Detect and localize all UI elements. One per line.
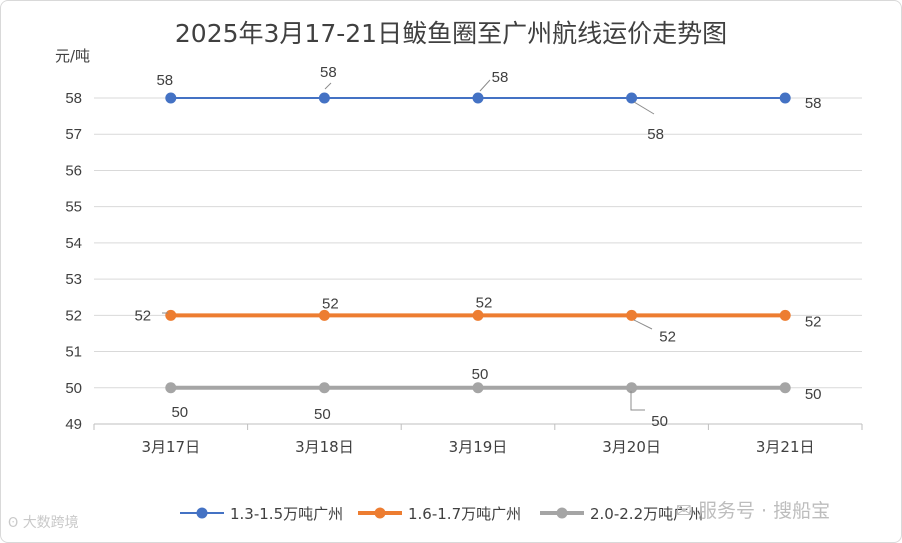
data-point <box>779 382 791 394</box>
data-label: 52 <box>476 294 493 311</box>
data-label-leader <box>324 82 332 90</box>
data-point <box>318 309 330 321</box>
data-label: 52 <box>134 307 151 324</box>
data-label: 50 <box>472 366 489 383</box>
data-point <box>165 382 177 394</box>
data-label-leader <box>633 319 653 330</box>
data-label: 58 <box>805 95 822 112</box>
y-tick-label: 52 <box>65 307 82 324</box>
watermark-left: ʘ 大数跨境 <box>8 512 79 532</box>
legend-swatch-marker <box>556 507 568 519</box>
data-point <box>472 92 484 104</box>
y-tick-label: 57 <box>65 126 82 143</box>
legend-label: 1.3-1.5万吨广州 <box>230 505 343 523</box>
data-label: 52 <box>805 313 822 330</box>
data-point <box>165 92 177 104</box>
watermark-right: ✉ 服务号 · 搜船宝 <box>676 496 830 523</box>
chart-title: 2025年3月17-21日鲅鱼圈至广州航线运价走势图 <box>175 19 727 48</box>
legend-label: 2.0-2.2万吨广州 <box>590 505 703 523</box>
watermark-right-text: 服务号 · 搜船宝 <box>697 500 831 522</box>
y-tick-label: 51 <box>65 344 82 361</box>
legend-label: 1.6-1.7万吨广州 <box>408 505 521 523</box>
data-point <box>626 309 638 321</box>
data-label: 50 <box>805 386 822 403</box>
y-tick-label: 56 <box>65 162 82 179</box>
data-label: 58 <box>156 72 173 89</box>
x-tick-label: 3月18日 <box>295 438 354 456</box>
watermark-left-text: 大数跨境 <box>22 515 79 531</box>
data-label-leader <box>630 391 645 411</box>
data-label: 50 <box>171 404 188 421</box>
x-tick-label: 3月17日 <box>141 438 200 456</box>
data-point <box>472 309 484 321</box>
data-label-leader <box>479 79 491 92</box>
data-label: 58 <box>320 64 337 81</box>
data-label: 52 <box>322 295 339 312</box>
y-tick-label: 55 <box>65 199 82 216</box>
data-label-leader <box>633 101 655 115</box>
data-point <box>472 382 484 394</box>
wechat-icon: ✉ <box>676 500 692 522</box>
legend-swatch-marker <box>374 507 386 519</box>
x-tick-label: 3月21日 <box>756 438 815 456</box>
y-tick-label: 58 <box>65 90 82 107</box>
x-tick-label: 3月19日 <box>449 438 508 456</box>
data-point <box>626 92 638 104</box>
data-point <box>779 309 791 321</box>
data-label: 58 <box>492 69 509 86</box>
data-label: 52 <box>659 328 676 345</box>
y-tick-label: 54 <box>65 235 82 252</box>
x-tick-label: 3月20日 <box>602 438 661 456</box>
data-point <box>165 309 177 321</box>
legend-swatch-marker <box>196 507 208 519</box>
y-tick-label: 49 <box>65 416 82 433</box>
data-point <box>318 382 330 394</box>
y-tick-label: 53 <box>65 271 82 288</box>
data-label: 50 <box>314 406 331 423</box>
data-point <box>779 92 791 104</box>
y-axis-label: 元/吨 <box>55 47 90 65</box>
data-label: 58 <box>647 126 664 143</box>
data-point <box>626 382 638 394</box>
weibo-icon: ʘ <box>8 516 19 531</box>
y-tick-label: 50 <box>65 380 82 397</box>
data-point <box>318 92 330 104</box>
data-label: 50 <box>651 413 668 430</box>
